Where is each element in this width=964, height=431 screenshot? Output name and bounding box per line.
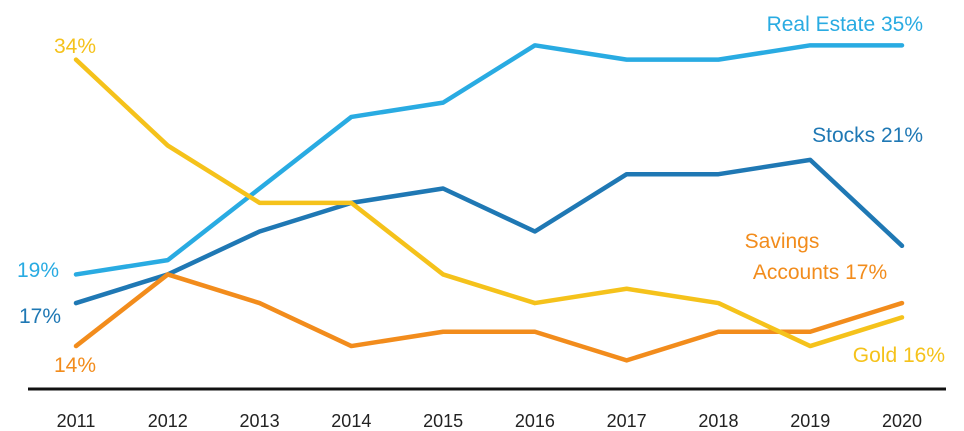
stocks-end-label: Stocks 21% <box>812 124 923 147</box>
x-tick-label: 2012 <box>148 411 188 431</box>
stocks-start-label: 17% <box>19 305 61 328</box>
x-tick-label: 2018 <box>698 411 738 431</box>
savings-start-label: 14% <box>54 354 96 377</box>
real-estate-start-label: 19% <box>17 259 59 282</box>
gold-end-label: Gold 16% <box>853 344 945 367</box>
x-tick-label: 2020 <box>882 411 922 431</box>
gold-start-label: 34% <box>54 35 96 58</box>
savings-end-label-line1: Savings <box>745 230 820 253</box>
savings-end-label-line2: Accounts 17% <box>753 261 887 284</box>
x-tick-label: 2019 <box>790 411 830 431</box>
stocks-line <box>73 157 905 306</box>
gold-line <box>73 57 905 349</box>
real-estate-line <box>73 43 905 277</box>
series-lines <box>73 43 905 363</box>
x-tick-label: 2015 <box>423 411 463 431</box>
x-tick-label: 2017 <box>607 411 647 431</box>
real-estate-end-label: Real Estate 35% <box>767 13 923 36</box>
x-tick-label: 2011 <box>57 411 96 431</box>
savings-accounts-line <box>73 272 905 363</box>
x-tick-labels: 2011 2012 2013 2014 2015 2016 2017 2018 2019 2020 <box>57 411 922 431</box>
x-tick-label: 2016 <box>515 411 555 431</box>
x-tick-label: 2014 <box>331 411 371 431</box>
x-tick-label: 2013 <box>240 411 280 431</box>
